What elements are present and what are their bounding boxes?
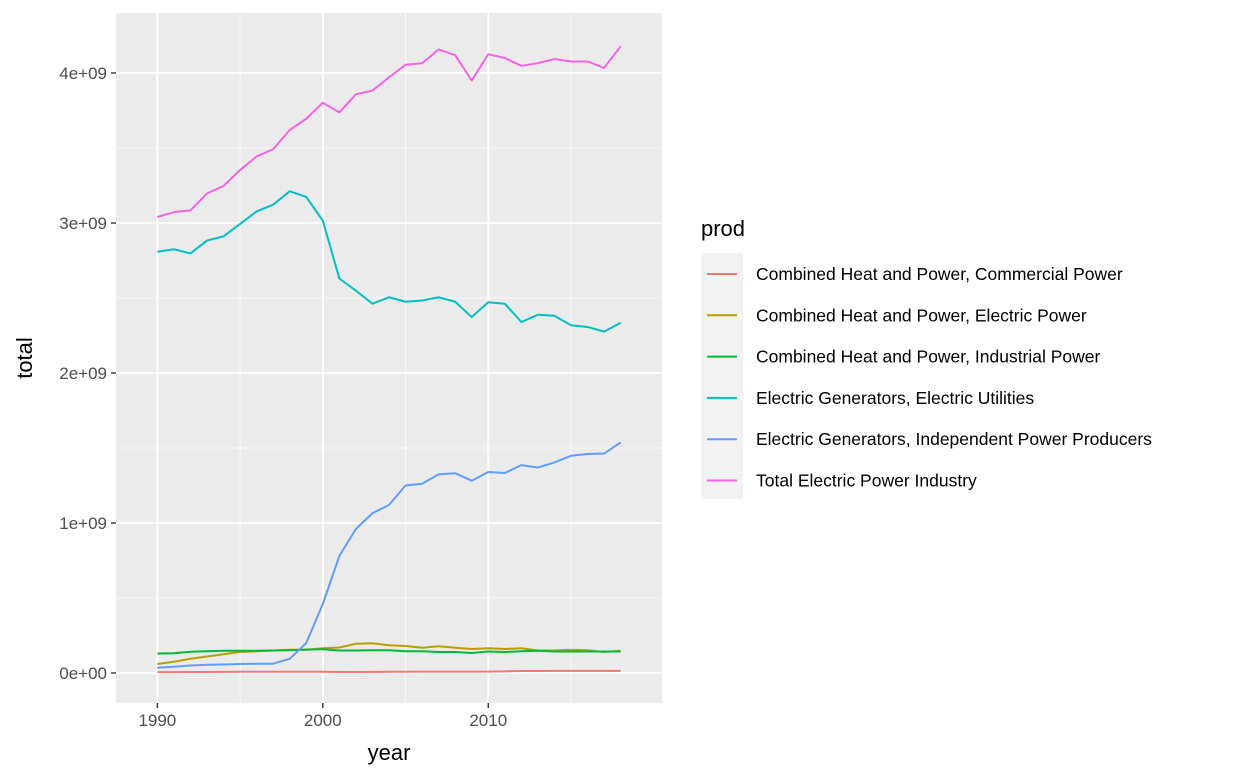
y-tick-label: 2e+09 xyxy=(59,364,107,383)
y-tick-label: 0e+00 xyxy=(59,664,107,683)
legend-label-5: Total Electric Power Industry xyxy=(756,471,977,491)
series-line-4 xyxy=(157,441,622,669)
legend-label-4: Electric Generators, Independent Power P… xyxy=(756,429,1152,449)
legend-label-3: Electric Generators, Electric Utilities xyxy=(756,388,1034,408)
y-tick-label: 3e+09 xyxy=(59,214,107,233)
major-gridlines xyxy=(116,13,662,703)
legend: prod Combined Heat and Power, Commercial… xyxy=(701,216,1152,499)
y-tick-label: 4e+09 xyxy=(59,64,107,83)
x-tick-label: 2010 xyxy=(469,711,507,730)
legend-label-0: Combined Heat and Power, Commercial Powe… xyxy=(756,264,1123,284)
y-axis: 0e+00 1e+09 2e+09 3e+09 4e+09 xyxy=(59,64,116,683)
legend-label-2: Combined Heat and Power, Industrial Powe… xyxy=(756,347,1101,367)
series-lines xyxy=(157,45,622,674)
series-line-2 xyxy=(157,648,621,655)
x-tick-label: 2000 xyxy=(304,711,342,730)
legend-title: prod xyxy=(701,216,745,241)
series-line-5 xyxy=(157,45,622,218)
x-tick-label: 1990 xyxy=(138,711,176,730)
legend-label-1: Combined Heat and Power, Electric Power xyxy=(756,305,1087,325)
x-axis-title: year xyxy=(368,740,411,765)
y-axis-title: total xyxy=(12,337,37,379)
series-line-0 xyxy=(157,669,621,674)
y-tick-label: 1e+09 xyxy=(59,514,107,533)
legend-key-background xyxy=(701,253,743,499)
panel-background xyxy=(116,13,662,703)
series-line-3 xyxy=(157,190,622,333)
x-axis: 1990 2000 2010 xyxy=(138,703,507,730)
